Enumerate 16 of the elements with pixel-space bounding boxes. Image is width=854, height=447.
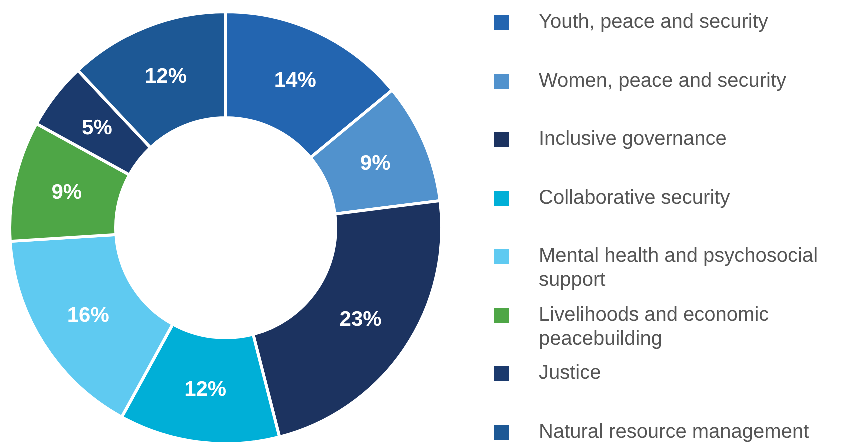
data-label: 9% xyxy=(52,180,82,204)
data-label: 14% xyxy=(274,69,317,92)
legend-label: Livelihoods and economic peacebuilding xyxy=(539,302,770,350)
data-label: 16% xyxy=(67,304,110,327)
legend-label: Justice xyxy=(539,361,602,385)
legend-label: Collaborative security xyxy=(539,186,732,210)
data-label: 5% xyxy=(82,116,113,140)
legend-label: Mental health and psychosocial support xyxy=(539,244,820,292)
legend-label: Natural resource management xyxy=(539,420,810,444)
legend-label: Women, peace and security xyxy=(539,68,788,92)
legend-label: Youth, peace and security xyxy=(539,10,770,34)
data-label: 23% xyxy=(340,308,382,332)
data-label: 12% xyxy=(144,64,188,88)
data-label: 12% xyxy=(184,378,227,402)
data-label: 9% xyxy=(360,152,392,175)
legend-label: Inclusive governance xyxy=(539,127,728,151)
